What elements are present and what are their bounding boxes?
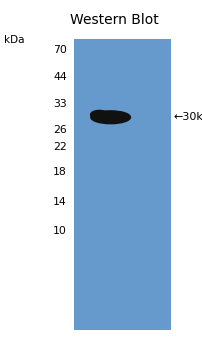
Text: 70: 70 — [53, 45, 67, 55]
Ellipse shape — [90, 111, 130, 124]
Text: 33: 33 — [53, 99, 67, 110]
Ellipse shape — [90, 111, 108, 119]
Text: ←30kDa: ←30kDa — [173, 112, 202, 122]
Bar — [74, 39, 170, 330]
Text: 22: 22 — [53, 142, 67, 152]
Text: 18: 18 — [53, 167, 67, 177]
Text: 14: 14 — [53, 197, 67, 207]
Text: 10: 10 — [53, 226, 67, 236]
Text: kDa: kDa — [4, 35, 24, 45]
Text: 26: 26 — [53, 125, 67, 135]
Text: 44: 44 — [53, 72, 67, 82]
Text: Western Blot: Western Blot — [70, 12, 158, 27]
